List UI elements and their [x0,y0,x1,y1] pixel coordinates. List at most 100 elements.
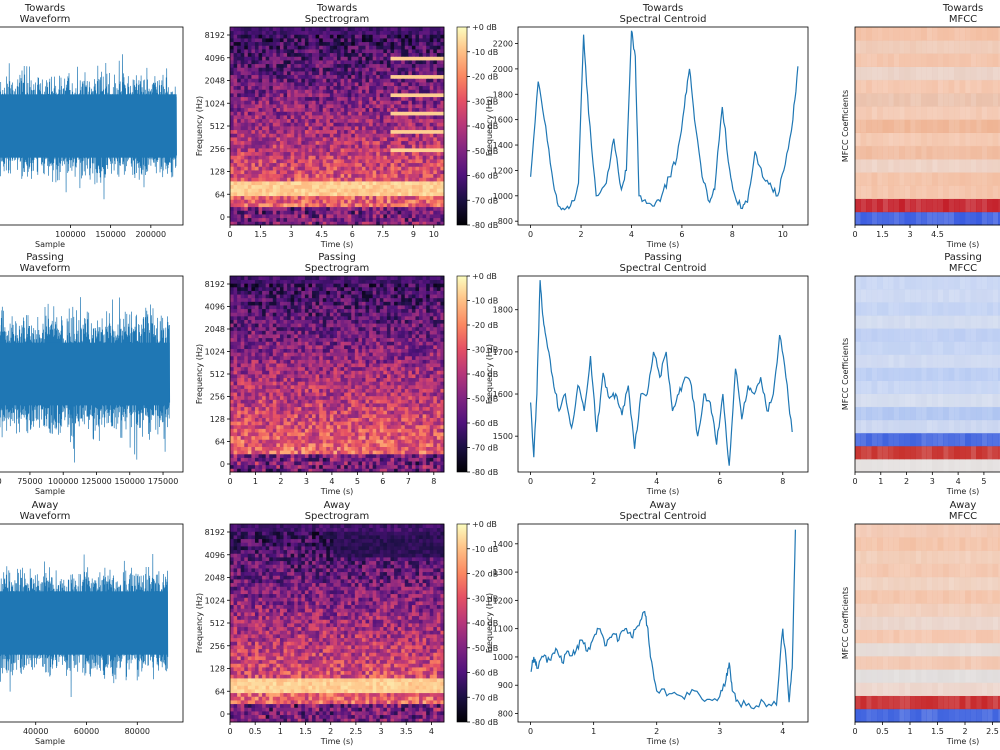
colorbar-tick-label-away: -10 dB [472,545,498,554]
colorbar-tick-label-towards: -70 dB [472,196,498,205]
colorbar-tick-label-away: -30 dB [472,594,498,603]
y-tick-label-away-spectrogram: 128 [210,665,225,674]
colorbar-tick-label-towards: -20 dB [472,73,498,82]
x-tick-label-towards-centroid: 8 [730,230,735,239]
x-tick-label-towards-waveform: 150000 [95,230,126,239]
colorbar-tick-label-away: -20 dB [472,570,498,579]
panel-subtitle-towards-waveform: Waveform [20,14,71,25]
colorbar-tick-label-away: -50 dB [472,644,498,653]
colorbar-tick-label-passing: +0 dB [472,272,497,281]
colorbar-tick-label-towards: -80 dB [472,221,498,230]
x-tick-label-towards-centroid: 6 [679,230,684,239]
panel-subtitle-passing-centroid: Spectral Centroid [620,263,707,274]
x-tick-label-passing-waveform: 00 [0,477,2,486]
x-axis-label-towards-waveform: Sample [35,240,65,249]
colorbar-tick-label-away: -60 dB [472,669,498,678]
y-tick-label-towards-centroid: 1600 [493,116,513,125]
y-axis-label-away-spectrogram: Frequency (Hz) [195,593,204,653]
colorbar-tick-label-away: -80 dB [472,718,498,727]
panel-title-towards-mfcc: Towards [942,3,983,14]
y-tick-label-away-centroid: 1000 [493,653,513,662]
y-tick-label-towards-centroid: 1800 [493,90,513,99]
x-tick-label-passing-mfcc: 0 [852,477,857,486]
y-tick-label-towards-centroid: 1000 [493,192,513,201]
colorbar-tick-label-passing: -30 dB [472,346,498,355]
spectrogram-image-towards [230,27,445,226]
waveform-axes-towards [0,26,184,226]
y-tick-label-passing-spectrogram: 0 [220,460,225,469]
x-tick-label-passing-spectrogram: 8 [431,477,436,486]
x-tick-label-passing-spectrogram: 7 [406,477,411,486]
panel-title-away-spectrogram: Away [324,500,351,511]
mfcc-image-towards [855,27,1000,226]
x-tick-label-away-spectrogram: 2.5 [350,727,363,736]
x-tick-label-passing-spectrogram: 6 [380,477,385,486]
y-tick-label-away-centroid: 1200 [493,596,513,605]
x-tick-label-passing-spectrogram: 1 [253,477,258,486]
panel-subtitle-passing-waveform: Waveform [20,263,71,274]
x-tick-label-passing-spectrogram: 0 [227,477,232,486]
x-tick-label-passing-centroid: 8 [780,477,785,486]
x-tick-label-passing-centroid: 2 [591,477,596,486]
panel-subtitle-towards-mfcc: MFCC [949,14,977,25]
panel-subtitle-away-spectrogram: Spectrogram [305,511,370,522]
y-tick-label-away-centroid: 1400 [493,540,513,549]
mfcc-image-away [855,524,1000,723]
x-tick-label-towards-centroid: 0 [528,230,533,239]
y-tick-label-away-centroid: 800 [498,710,513,719]
y-tick-label-away-spectrogram: 2048 [205,574,225,583]
y-tick-label-towards-centroid: 800 [498,217,513,226]
panel-title-passing-spectrogram: Passing [318,252,356,263]
x-tick-label-away-waveform: 80000 [125,727,150,736]
y-tick-label-away-spectrogram: 256 [210,642,225,651]
panel-subtitle-towards-centroid: Spectral Centroid [620,14,707,25]
x-tick-label-away-waveform: 40000 [23,727,48,736]
centroid-axes-passing [517,275,809,473]
y-tick-label-away-spectrogram: 64 [215,687,225,696]
panel-title-away-waveform: Away [32,500,59,511]
x-tick-label-away-centroid: 2 [654,727,659,736]
y-tick-label-away-centroid: 900 [498,681,513,690]
panel-title-passing-waveform: Passing [26,252,64,263]
colorbar-tick-label-towards: -50 dB [472,147,498,156]
x-tick-label-away-mfcc: 1.5 [931,727,944,736]
x-axis-label-passing-mfcc: Time (s) [946,487,980,496]
x-tick-label-towards-waveform: 100000 [55,230,86,239]
x-tick-label-towards-spectrogram: 10 [429,230,439,239]
x-tick-label-passing-mfcc: 1 [878,477,883,486]
x-tick-label-away-spectrogram: 0 [227,727,232,736]
x-tick-label-towards-mfcc: 1.5 [876,230,889,239]
x-tick-label-passing-centroid: 0 [528,477,533,486]
x-axis-label-away-waveform: Sample [35,737,65,746]
y-axis-label-passing-mfcc: MFCC Coefficients [841,338,850,410]
colorbar-tick-label-away: -40 dB [472,619,498,628]
panel-subtitle-away-centroid: Spectral Centroid [620,511,707,522]
x-tick-label-away-spectrogram: 1 [278,727,283,736]
y-tick-label-away-centroid: 1300 [493,568,513,577]
colorbar-tick-label-towards: -60 dB [472,172,498,181]
x-tick-label-passing-spectrogram: 5 [355,477,360,486]
panel-subtitle-passing-spectrogram: Spectrogram [305,263,370,274]
panel-title-towards-spectrogram: Towards [316,3,357,14]
x-tick-label-towards-spectrogram: 6 [350,230,355,239]
y-tick-label-away-spectrogram: 0 [220,710,225,719]
colorbar-tick-label-passing: -20 dB [472,321,498,330]
panel-title-towards-waveform: Towards [24,3,65,14]
x-tick-label-away-spectrogram: 2 [328,727,333,736]
y-tick-label-passing-spectrogram: 8192 [205,280,225,289]
y-tick-label-passing-centroid: 1700 [493,348,513,357]
spectrogram-image-passing [230,276,445,473]
x-tick-label-away-spectrogram: 4 [429,727,434,736]
x-tick-label-passing-centroid: 4 [654,477,659,486]
x-tick-label-towards-spectrogram: 1.5 [254,230,267,239]
panel-title-away-centroid: Away [650,500,677,511]
colorbar-tick-label-towards: -30 dB [472,97,498,106]
y-tick-label-towards-centroid: 2000 [493,65,513,74]
colorbar-towards [456,26,468,226]
x-tick-label-passing-mfcc: 5 [981,477,986,486]
panel-title-passing-centroid: Passing [644,252,682,263]
x-tick-label-passing-spectrogram: 2 [278,477,283,486]
y-axis-label-passing-spectrogram: Frequency (Hz) [195,344,204,404]
panel-title-away-mfcc: Away [950,500,977,511]
centroid-axes-towards [517,26,809,226]
